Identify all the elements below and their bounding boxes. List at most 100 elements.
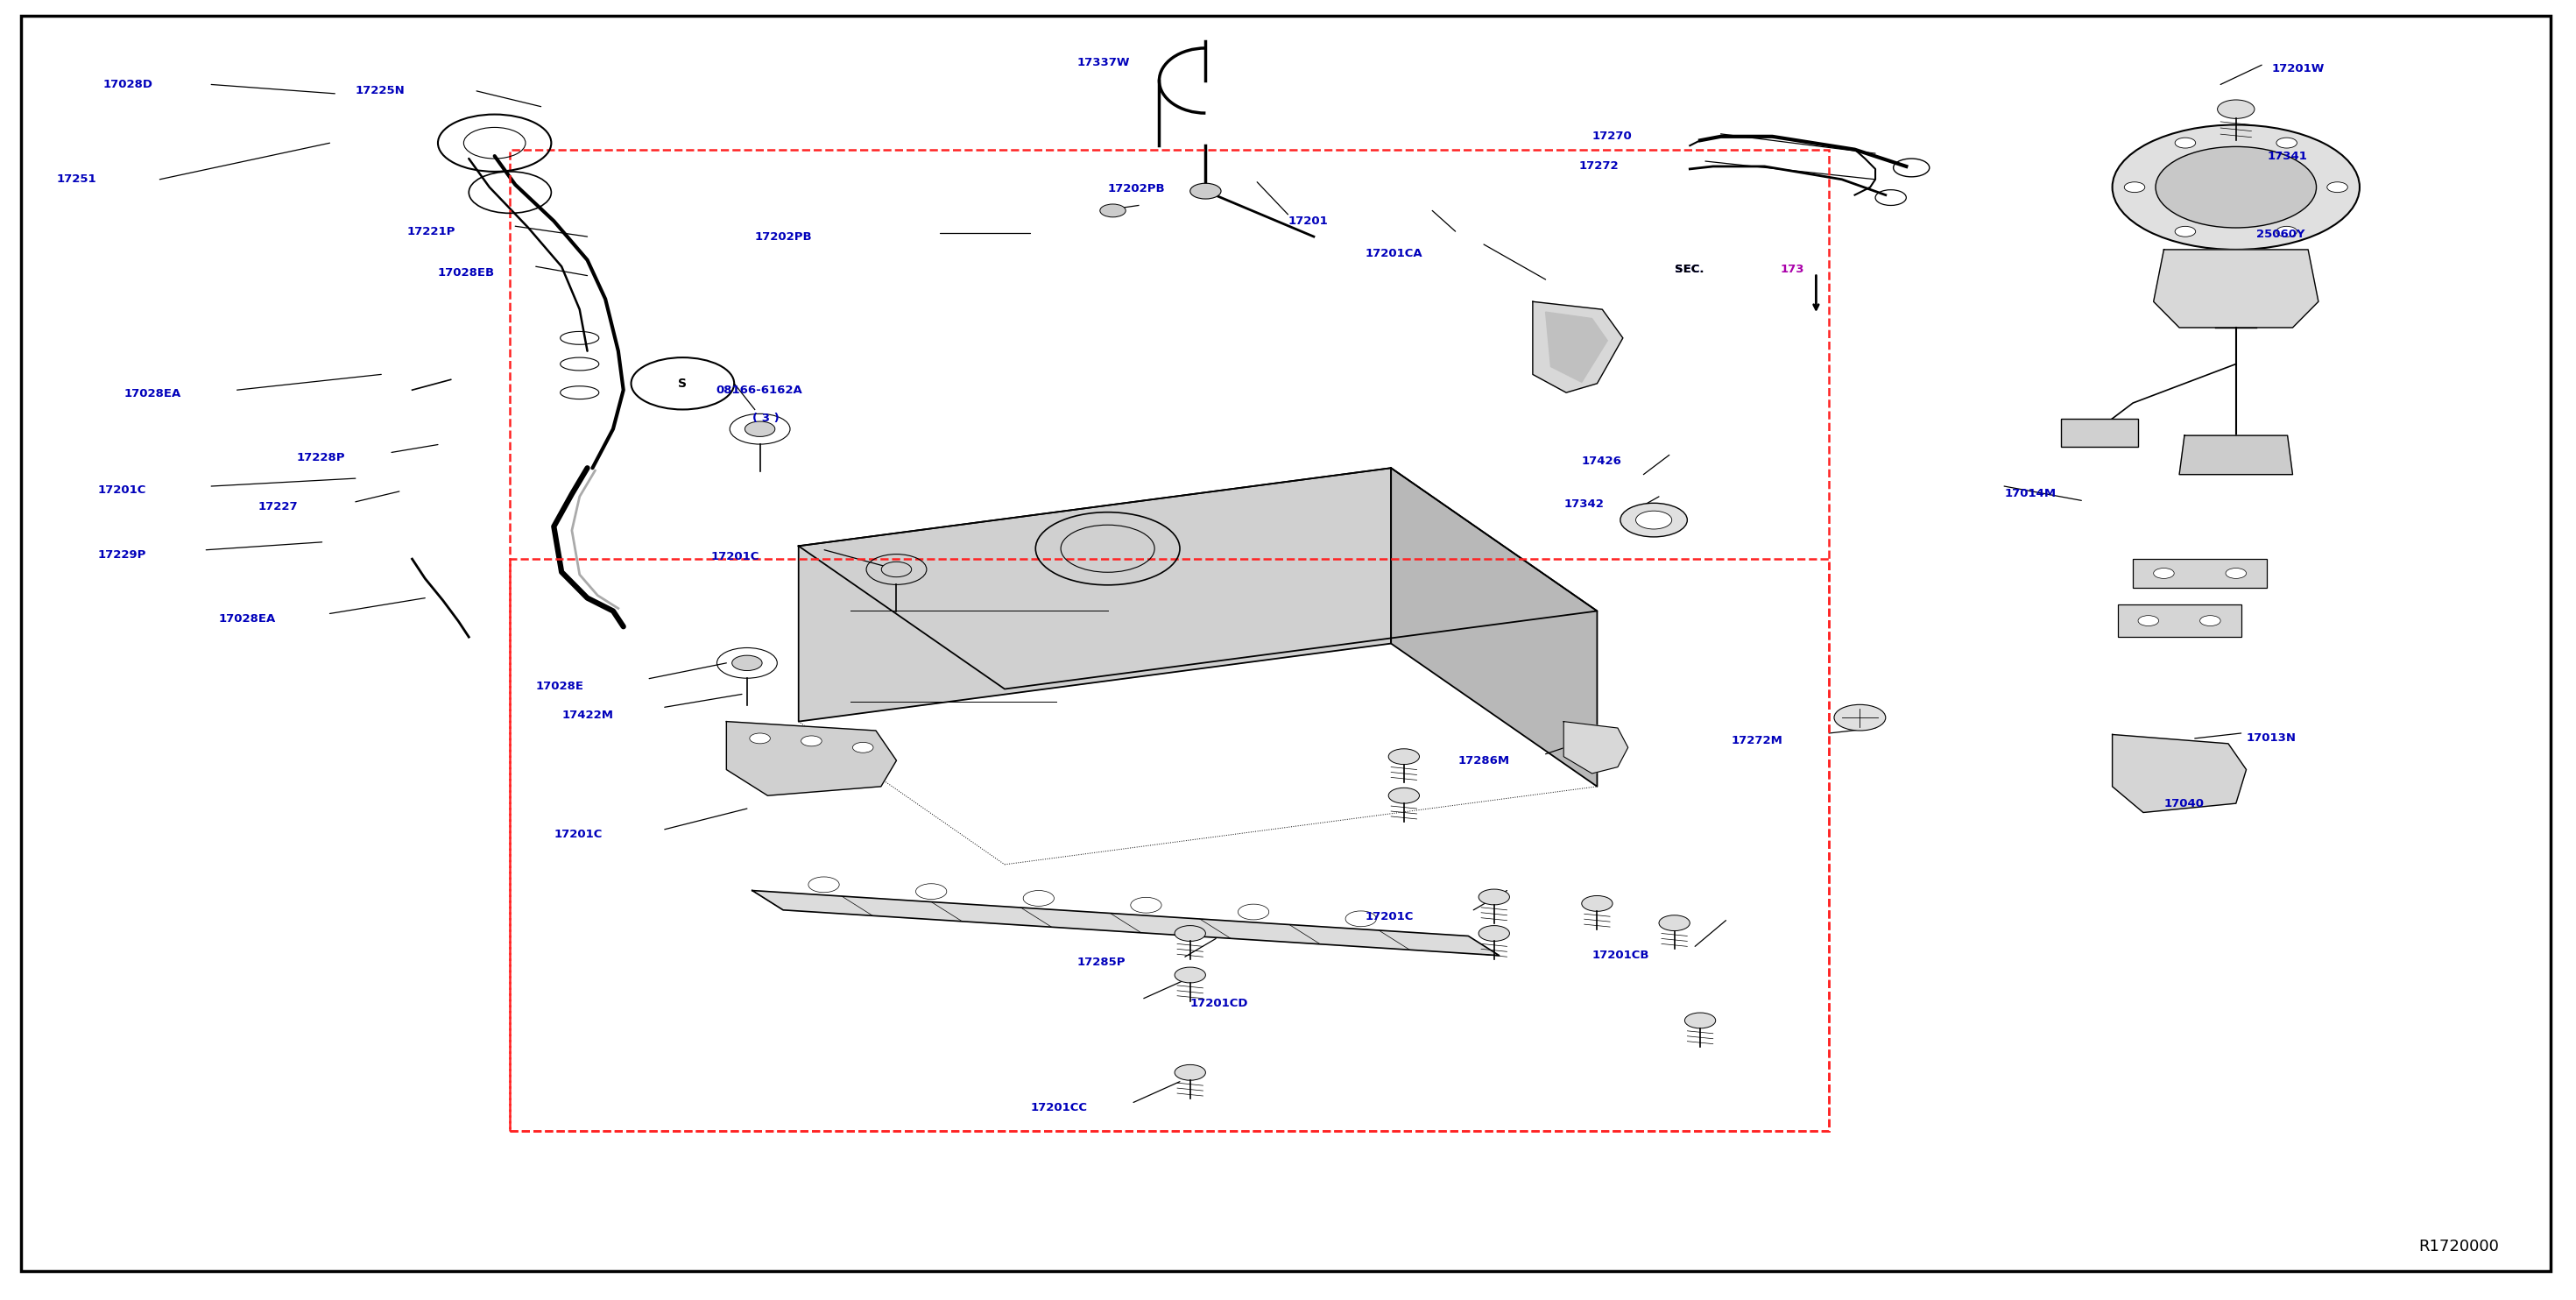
Circle shape xyxy=(1239,905,1270,920)
Polygon shape xyxy=(1546,312,1607,382)
Circle shape xyxy=(801,736,822,746)
Polygon shape xyxy=(1564,722,1628,774)
Text: 17342: 17342 xyxy=(1564,499,1605,510)
Circle shape xyxy=(1023,890,1054,906)
Polygon shape xyxy=(2179,436,2293,474)
Circle shape xyxy=(2112,125,2360,250)
Text: 17201: 17201 xyxy=(1288,216,1329,226)
Text: 17270: 17270 xyxy=(1592,131,1633,142)
Circle shape xyxy=(1175,1065,1206,1080)
Polygon shape xyxy=(752,890,1499,956)
Polygon shape xyxy=(726,722,896,796)
Circle shape xyxy=(2218,100,2254,118)
Bar xyxy=(510,150,1829,1131)
Circle shape xyxy=(1388,788,1419,803)
Text: 17286M: 17286M xyxy=(1458,755,1510,766)
Circle shape xyxy=(1685,1013,1716,1028)
Circle shape xyxy=(2226,568,2246,578)
Text: 17201CA: 17201CA xyxy=(1365,248,1422,259)
Circle shape xyxy=(2326,182,2347,192)
Circle shape xyxy=(2277,226,2298,237)
Circle shape xyxy=(1175,926,1206,941)
Text: 17227: 17227 xyxy=(258,502,299,512)
Circle shape xyxy=(1479,926,1510,941)
Polygon shape xyxy=(2112,734,2246,812)
Text: 17201CC: 17201CC xyxy=(1030,1102,1087,1113)
Polygon shape xyxy=(799,468,1391,722)
Polygon shape xyxy=(799,468,1597,689)
Circle shape xyxy=(881,562,912,577)
Circle shape xyxy=(750,733,770,744)
Text: 17028EA: 17028EA xyxy=(124,389,180,399)
Circle shape xyxy=(914,884,948,900)
Circle shape xyxy=(1479,889,1510,905)
Circle shape xyxy=(1834,705,1886,731)
Circle shape xyxy=(1190,183,1221,199)
Text: R1720000: R1720000 xyxy=(2419,1239,2499,1254)
Text: 17201W: 17201W xyxy=(2272,64,2326,74)
Text: 17014M: 17014M xyxy=(2004,489,2056,499)
Text: ( 3 ): ( 3 ) xyxy=(752,413,778,424)
Text: 17285P: 17285P xyxy=(1077,957,1126,967)
Circle shape xyxy=(732,655,762,671)
Circle shape xyxy=(2200,616,2221,627)
Text: 17028D: 17028D xyxy=(103,79,152,90)
Text: 17201CB: 17201CB xyxy=(1592,950,1649,961)
Text: 17202PB: 17202PB xyxy=(755,231,811,242)
Circle shape xyxy=(1636,511,1672,529)
Text: 08166-6162A: 08166-6162A xyxy=(716,385,804,395)
Text: 17202PB: 17202PB xyxy=(1108,183,1164,194)
Circle shape xyxy=(1131,897,1162,913)
Circle shape xyxy=(2277,138,2298,148)
Text: 17201C: 17201C xyxy=(1365,911,1414,922)
Circle shape xyxy=(2125,182,2146,192)
Circle shape xyxy=(1388,749,1419,764)
Circle shape xyxy=(1620,503,1687,537)
Bar xyxy=(2133,559,2267,588)
Text: 25060Y: 25060Y xyxy=(2257,229,2306,239)
Circle shape xyxy=(1659,915,1690,931)
Text: SEC.: SEC. xyxy=(1674,264,1703,274)
Bar xyxy=(2117,604,2241,637)
Text: 17337W: 17337W xyxy=(1077,57,1131,68)
Text: 17228P: 17228P xyxy=(296,452,345,463)
Bar xyxy=(510,559,1829,1131)
Text: 17225N: 17225N xyxy=(355,86,404,96)
Text: 17040: 17040 xyxy=(2164,798,2205,809)
Circle shape xyxy=(2156,147,2316,227)
Circle shape xyxy=(1175,967,1206,983)
Text: 17251: 17251 xyxy=(57,174,98,185)
Circle shape xyxy=(1100,204,1126,217)
Circle shape xyxy=(1345,911,1376,927)
Text: 17201C: 17201C xyxy=(711,551,760,562)
Text: 17201C: 17201C xyxy=(554,829,603,840)
Text: 17426: 17426 xyxy=(1582,456,1623,467)
Bar xyxy=(2061,419,2138,447)
Circle shape xyxy=(2138,616,2159,627)
Polygon shape xyxy=(2154,250,2318,328)
Circle shape xyxy=(2174,226,2195,237)
Circle shape xyxy=(1582,896,1613,911)
Text: 17028EA: 17028EA xyxy=(219,614,276,624)
Text: 17341: 17341 xyxy=(2267,151,2308,161)
Text: 17028EB: 17028EB xyxy=(438,268,495,278)
Circle shape xyxy=(809,878,840,893)
Circle shape xyxy=(853,742,873,753)
Polygon shape xyxy=(1391,468,1597,786)
Text: 17028E: 17028E xyxy=(536,681,585,692)
Circle shape xyxy=(744,421,775,437)
Text: 17201C: 17201C xyxy=(98,485,147,495)
Text: 17013N: 17013N xyxy=(2246,733,2295,744)
Circle shape xyxy=(2154,568,2174,578)
Text: 17221P: 17221P xyxy=(407,226,456,237)
Text: 17272M: 17272M xyxy=(1731,736,1783,746)
Text: 17201CD: 17201CD xyxy=(1190,998,1249,1009)
Text: 173: 173 xyxy=(1780,264,1803,274)
Circle shape xyxy=(2174,138,2195,148)
Text: 17229P: 17229P xyxy=(98,550,147,560)
Text: SEC.: SEC. xyxy=(1674,264,1703,274)
Text: 17272: 17272 xyxy=(1579,161,1620,172)
Polygon shape xyxy=(1533,302,1623,393)
Text: 17422M: 17422M xyxy=(562,710,613,720)
Text: S: S xyxy=(677,377,688,390)
